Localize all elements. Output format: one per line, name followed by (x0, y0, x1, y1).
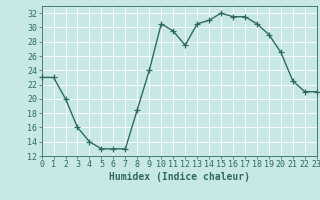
X-axis label: Humidex (Indice chaleur): Humidex (Indice chaleur) (109, 172, 250, 182)
